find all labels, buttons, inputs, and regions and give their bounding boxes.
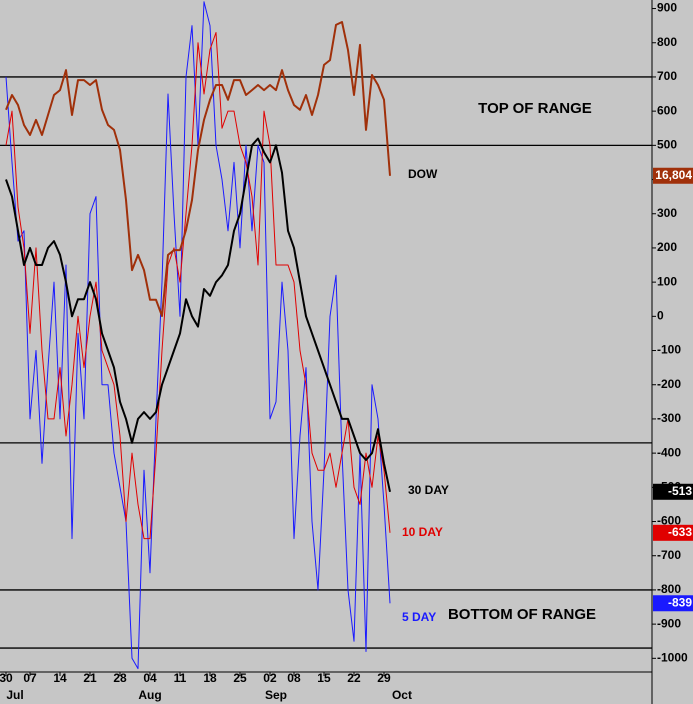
y-tick-label: -1000 [657, 650, 688, 664]
annotation: TOP OF RANGE [478, 100, 592, 117]
month-label: Aug [138, 688, 161, 702]
x-tick-label: 22 [347, 671, 361, 685]
end-tag [653, 483, 693, 500]
y-tick-label: 700 [657, 69, 677, 83]
x-tick-label: 11 [174, 671, 187, 685]
y-tick-label: 900 [657, 1, 677, 15]
x-tick-label: 25 [233, 671, 247, 685]
end-tag-label: -839 [668, 595, 692, 609]
x-tick-label: 02 [263, 671, 277, 685]
end-tag [653, 524, 693, 541]
series-name: 10 DAY [402, 525, 443, 539]
month-label: Jul [6, 688, 23, 702]
y-tick-label: -700 [657, 548, 681, 562]
series-name: DOW [408, 167, 438, 181]
series-name: 5 DAY [402, 610, 436, 624]
y-tick-label: -800 [657, 582, 681, 596]
end-tag [653, 167, 693, 184]
y-tick-label: 0 [657, 309, 664, 323]
y-tick-label: 300 [657, 206, 677, 220]
y-tick-label: 600 [657, 103, 677, 117]
x-tick-label: 18 [203, 671, 217, 685]
y-tick-label: -100 [657, 343, 681, 357]
series-line [5, 32, 391, 540]
y-tick-label: -200 [657, 377, 681, 391]
x-tick-label: 08 [287, 671, 301, 685]
y-tick-label: -300 [657, 411, 681, 425]
end-tag-label: 16,804 [655, 168, 692, 182]
y-tick-label: 100 [657, 274, 677, 288]
y-tick-label: 200 [657, 240, 677, 254]
month-label: Sep [265, 688, 287, 702]
x-tick-label: 28 [113, 671, 127, 685]
plot-area [0, 1, 652, 670]
x-tick-label: 30 [0, 671, 13, 685]
y-tick-label: -900 [657, 616, 681, 630]
y-tick-label: 500 [657, 138, 677, 152]
y-tick-label: -600 [657, 514, 681, 528]
series-name: 30 DAY [408, 483, 449, 497]
x-tick-label: 04 [143, 671, 157, 685]
end-tag-label: -633 [668, 525, 692, 539]
x-tick-label: 15 [317, 671, 331, 685]
series-line [5, 21, 391, 317]
x-tick-label: 21 [83, 671, 97, 685]
month-label: Oct [392, 688, 412, 702]
annotation: BOTTOM OF RANGE [448, 606, 596, 623]
x-tick-label: 29 [377, 671, 391, 685]
y-tick-label: 800 [657, 35, 677, 49]
end-tag [653, 595, 693, 612]
series-line [5, 137, 391, 493]
x-tick-label: 14 [53, 671, 67, 685]
y-tick-label: -400 [657, 445, 681, 459]
x-tick-label: 07 [23, 671, 37, 685]
end-tag-label: -513 [668, 484, 692, 498]
